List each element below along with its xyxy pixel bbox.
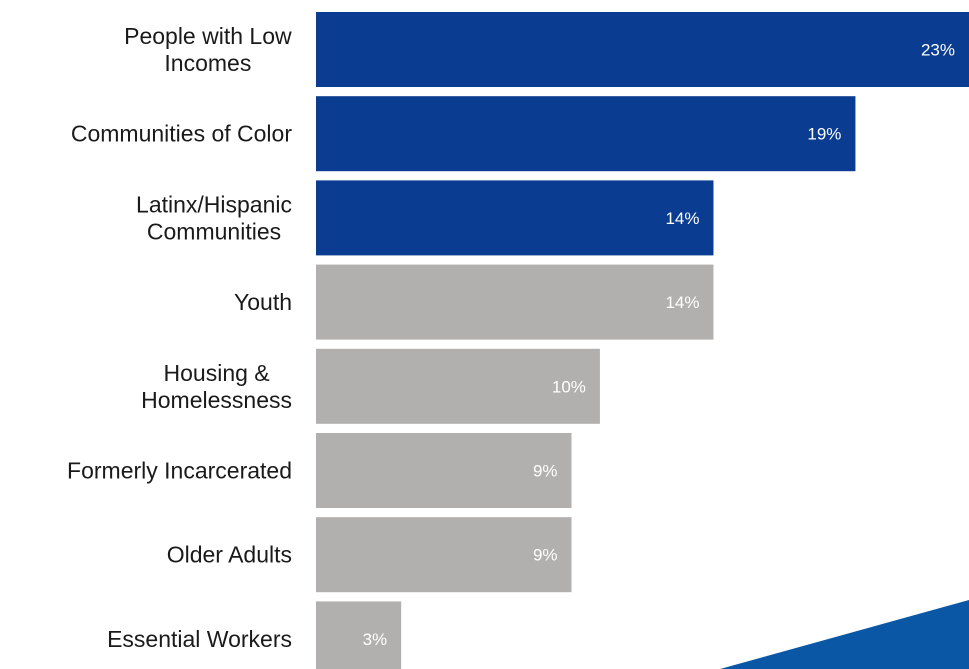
category-label-line: Homelessness	[141, 387, 292, 413]
category-label-line: People with Low	[124, 23, 292, 49]
category-label-line: Housing &	[164, 360, 270, 386]
value-label-3: 14%	[665, 293, 699, 312]
value-label-7: 3%	[363, 630, 388, 649]
bar-4	[316, 348, 600, 424]
category-label-4: Housing & Homelessness	[141, 360, 292, 413]
category-label-3: Youth	[234, 289, 292, 315]
category-label-line: Youth	[234, 289, 292, 315]
category-label-7: Essential Workers	[107, 626, 292, 652]
value-label-4: 10%	[552, 377, 586, 396]
bar-1	[316, 96, 856, 172]
category-label-6: Older Adults	[167, 542, 292, 568]
category-label-1: Communities of Color	[71, 121, 292, 147]
bar-7	[316, 601, 402, 669]
bar-3	[316, 264, 714, 340]
value-label-2: 14%	[665, 209, 699, 228]
bar-0	[316, 12, 969, 87]
bars-layer	[316, 12, 969, 669]
value-label-6: 9%	[533, 546, 558, 565]
category-label-line: Communities of Color	[71, 121, 292, 147]
value-label-5: 9%	[533, 462, 558, 481]
bar-6	[316, 517, 572, 593]
category-label-line: Essential Workers	[107, 626, 292, 652]
bar-5	[316, 433, 572, 508]
category-label-line: Formerly Incarcerated	[67, 458, 292, 484]
category-label-line: Incomes	[164, 50, 251, 76]
category-label-5: Formerly Incarcerated	[67, 458, 292, 484]
category-label-line: Latinx/Hispanic	[136, 191, 292, 217]
category-label-line: Older Adults	[167, 542, 292, 568]
corner-accent-shape	[720, 600, 969, 669]
category-label-line: Communities	[147, 218, 281, 244]
value-label-1: 19%	[807, 125, 841, 144]
value-label-0: 23%	[921, 41, 955, 60]
category-label-2: Latinx/Hispanic Communities	[136, 191, 292, 244]
bar-2	[316, 180, 714, 256]
category-label-0: People with Low Incomes	[124, 23, 292, 76]
labels-layer: 23% People with Low Incomes 19% Communities …	[67, 23, 955, 652]
